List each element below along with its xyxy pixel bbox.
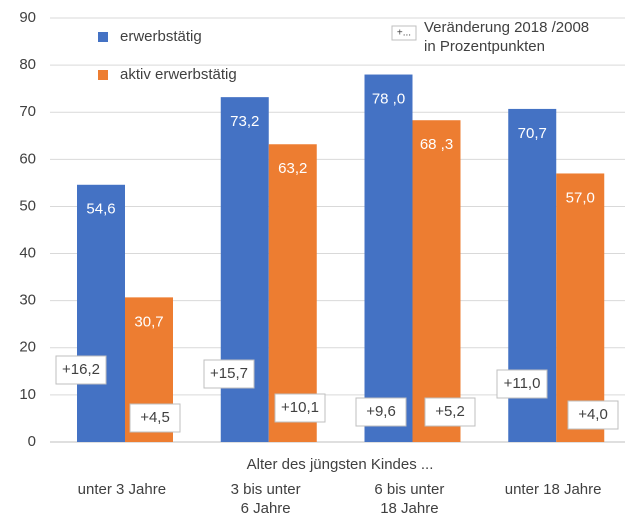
change-box	[355, 397, 407, 427]
y-tick-label: 60	[19, 150, 36, 167]
change-label: +15,7	[210, 365, 248, 382]
change-box	[496, 369, 548, 399]
x-tick-label: 6 bis unter 18 Jahre	[374, 481, 445, 517]
value-label: 54,6	[86, 201, 115, 218]
bar	[220, 97, 269, 442]
legend-note: Veränderung 2018 /2008 in Prozentpunkten	[424, 19, 590, 55]
x-tick-label: unter 3 Jahre	[77, 481, 167, 498]
legend-swatch	[98, 70, 108, 80]
y-tick-label: 50	[19, 197, 36, 214]
change-label: +4,5	[140, 409, 170, 426]
y-tick-label: 10	[19, 386, 36, 403]
y-tick-label: 20	[19, 339, 36, 356]
legend-label: aktiv erwerbstätig	[120, 66, 237, 83]
x-tick-label: 3 bis unter 6 Jahre	[230, 481, 301, 517]
bar	[77, 184, 125, 443]
y-tick-label: 70	[19, 103, 36, 120]
value-label: 73,2	[230, 113, 259, 130]
value-label: 78 ,0	[372, 91, 405, 108]
change-box	[55, 355, 107, 385]
change-box	[424, 397, 476, 427]
change-label: +9,6	[366, 403, 396, 420]
value-label: 68 ,3	[420, 136, 453, 153]
value-label: 30,7	[134, 313, 163, 330]
legend-label: erwerbstätig	[120, 28, 202, 45]
y-tick-label: 80	[19, 56, 36, 73]
y-tick-label: 90	[19, 9, 36, 26]
bar	[268, 144, 317, 442]
bar	[556, 173, 605, 442]
change-label: +4,0	[578, 406, 608, 423]
change-label: +11,0	[504, 375, 541, 392]
legend-symbol: +...	[397, 28, 411, 39]
y-tick-label: 30	[19, 292, 36, 309]
legend-symbol-box	[391, 25, 417, 41]
change-box	[203, 359, 255, 389]
value-label: 63,2	[278, 160, 307, 177]
x-tick-label: unter 18 Jahre	[504, 481, 602, 498]
legend-swatch	[98, 32, 108, 42]
bar	[412, 120, 461, 442]
value-label: 70,7	[518, 125, 547, 142]
change-box	[129, 403, 181, 433]
change-label: +10,1	[281, 399, 319, 416]
change-label: +5,2	[435, 403, 465, 420]
y-tick-label: 40	[19, 245, 36, 262]
value-label: 57,0	[566, 189, 595, 206]
change-label: +16,2	[62, 361, 100, 378]
bar	[364, 74, 413, 443]
change-box	[567, 400, 619, 430]
change-box	[274, 393, 326, 423]
y-tick-label: 0	[28, 433, 36, 450]
x-axis-label: Alter des jüngsten Kindes ...	[246, 456, 434, 473]
